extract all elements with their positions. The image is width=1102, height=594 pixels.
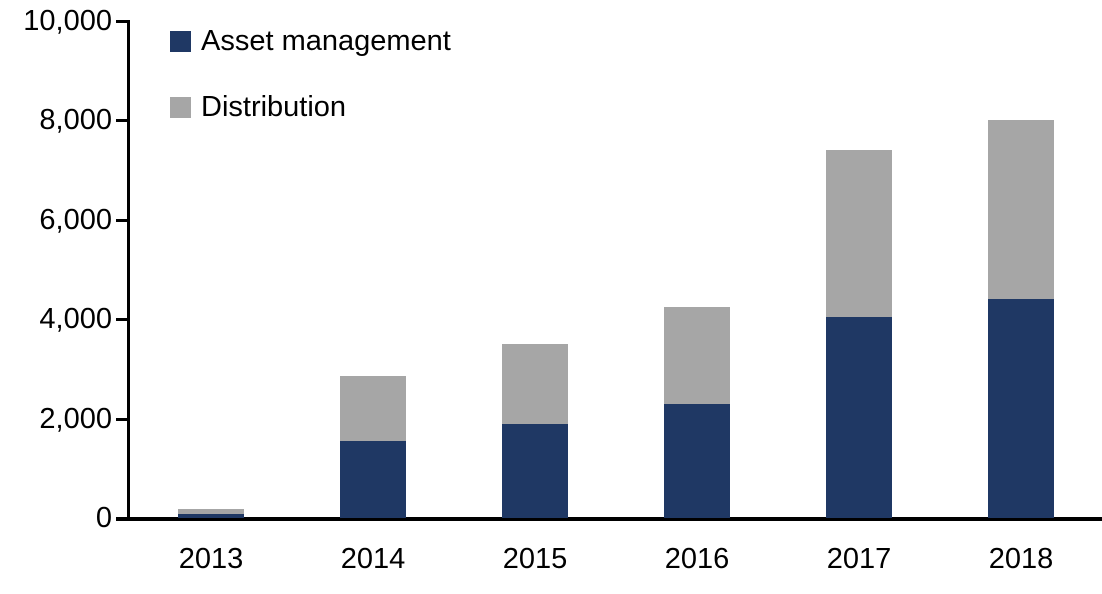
bar-segment-asset-management-2016 [664,403,730,518]
x-axis-label-2013: 2013 [178,543,244,575]
x-axis-label-2018: 2018 [988,543,1054,575]
y-axis-tick [116,20,130,23]
y-axis-label: 0 [95,502,112,534]
y-axis-label: 4,000 [39,303,112,336]
y-axis-tick [116,119,130,123]
x-axis-label-2016: 2016 [664,543,730,575]
y-axis-line [127,20,130,521]
bar-segment-distribution-2013 [178,509,244,515]
legend: Asset management Distribution [170,24,451,156]
bar-segment-distribution-2015 [502,344,568,424]
legend-label-distribution: Distribution [201,91,347,123]
bar-segment-asset-management-2014 [340,440,406,518]
bar-segment-asset-management-2017 [826,316,892,518]
bar-segment-asset-management-2013 [178,514,244,518]
bar-segment-asset-management-2015 [502,423,568,518]
x-axis-label-2015: 2015 [502,543,568,575]
legend-item-asset-management: Asset management [170,24,451,59]
bar-segment-distribution-2014 [340,376,406,441]
legend-item-distribution: Distribution [170,90,451,125]
x-axis-line [116,517,1102,521]
y-axis-tick [116,318,130,322]
bar-segment-distribution-2016 [664,306,730,404]
bar-segment-asset-management-2018 [988,299,1054,518]
y-axis-label: 10,000 [23,5,112,37]
legend-swatch-asset-management [170,31,191,52]
y-axis-label: 6,000 [39,203,112,236]
legend-label-asset-management: Asset management [201,25,451,57]
x-axis-label-2017: 2017 [826,543,892,575]
y-axis-label: 8,000 [39,104,112,137]
y-axis-tick [116,417,130,421]
y-axis-tick [116,218,130,222]
bar-segment-distribution-2018 [988,120,1054,300]
x-axis-label-2014: 2014 [340,543,406,575]
legend-swatch-distribution [170,97,191,118]
bar-segment-distribution-2017 [826,150,892,317]
y-axis-label: 2,000 [39,402,112,435]
